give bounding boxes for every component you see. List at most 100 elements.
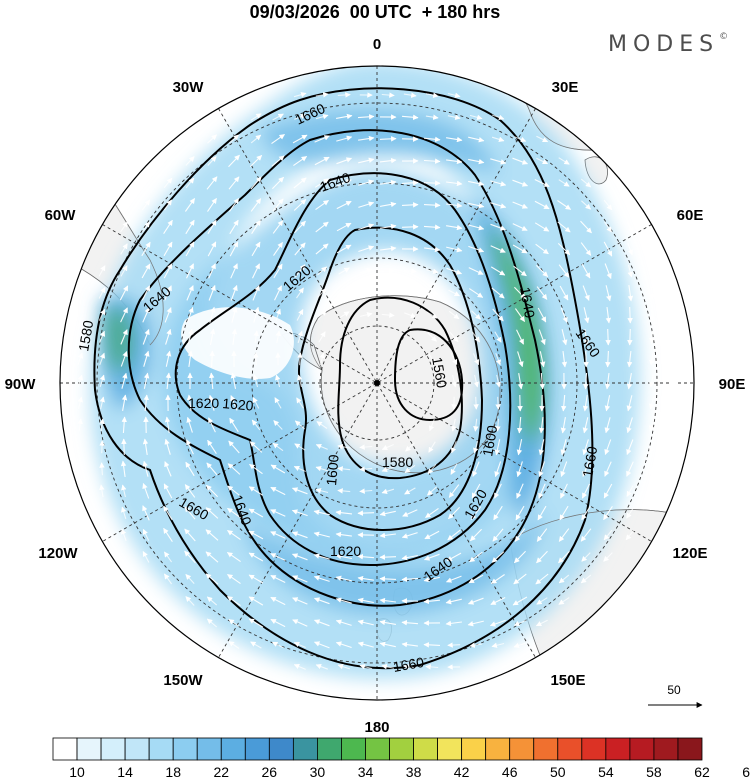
wind-arrow-icon <box>581 200 592 210</box>
wind-arrow-icon <box>251 219 261 235</box>
wind-arrow-icon <box>405 442 415 452</box>
wind-arrow-icon <box>228 197 240 212</box>
wind-arrow-icon <box>626 461 634 477</box>
wind-arrow-icon <box>401 180 419 186</box>
wind-arrow-icon <box>582 461 590 477</box>
wind-arrow-icon <box>184 550 196 564</box>
wind-arrow-icon <box>98 265 106 277</box>
wind-arrow-icon <box>495 396 501 410</box>
wind-arrow-icon <box>490 245 506 253</box>
wind-arrow-icon <box>605 307 612 324</box>
wind-arrow-icon <box>560 439 567 456</box>
wind-arrow-icon <box>273 420 283 430</box>
wind-arrow-icon <box>580 528 592 542</box>
wind-arrow-icon <box>604 395 611 412</box>
wind-arrow-icon <box>317 288 327 298</box>
wind-arrow-icon <box>649 330 655 344</box>
wind-arrow-icon <box>445 575 462 583</box>
wind-arrow-icon <box>251 419 261 431</box>
wind-arrow-icon <box>338 289 350 297</box>
colorbar-swatch <box>52 737 78 761</box>
wind-arrow-icon <box>671 374 677 388</box>
wind-arrow-icon <box>581 552 591 562</box>
wind-arrow-icon <box>99 396 105 410</box>
wind-arrow-icon <box>467 597 484 605</box>
wind-arrow-icon <box>490 223 507 231</box>
wind-arrow-icon <box>141 285 151 301</box>
wind-arrow-icon <box>402 509 418 517</box>
wind-arrow-icon <box>467 620 484 627</box>
wind-arrow-icon <box>336 244 352 254</box>
wind-arrow-icon <box>379 641 396 648</box>
wind-arrow-icon <box>494 483 502 499</box>
contour-label: 1640 <box>517 286 538 320</box>
colorbar-label: 10 <box>69 764 85 780</box>
wind-arrow-icon <box>603 483 613 499</box>
wind-arrow-icon <box>270 553 286 561</box>
colorbar-swatch <box>581 737 607 761</box>
wind-arrow-icon <box>248 530 264 540</box>
wind-arrow-icon <box>603 199 613 211</box>
wind-arrow-icon <box>185 177 195 189</box>
wind-arrow-icon <box>186 416 193 433</box>
wind-arrow-icon <box>495 353 502 366</box>
wind-arrow-icon <box>604 221 612 233</box>
wind-arrow-icon <box>184 198 196 212</box>
wind-arrow-icon <box>120 329 128 345</box>
wind-arrow-icon <box>448 484 460 498</box>
wind-arrow-icon <box>227 529 241 541</box>
wind-arrow-icon <box>250 198 262 212</box>
wind-arrow-icon <box>558 597 570 605</box>
wind-arrow-icon <box>648 441 655 454</box>
wind-arrow-icon <box>583 372 589 390</box>
wind-arrow-icon <box>469 551 483 563</box>
wind-arrow-icon <box>248 574 264 584</box>
wind-arrow-icon <box>336 179 352 187</box>
wind-arrow-icon <box>491 114 505 121</box>
colorbar-swatch <box>317 737 342 761</box>
wind-arrow-icon <box>248 552 264 562</box>
wind-arrow-icon <box>294 220 306 234</box>
wind-arrow-icon <box>514 550 526 564</box>
contour-label: 1580 <box>382 454 413 470</box>
wind-arrow-icon <box>228 176 240 190</box>
wind-arrow-icon <box>291 509 308 517</box>
wind-arrow-icon <box>359 290 373 296</box>
wind-arrow-icon <box>446 180 463 187</box>
wind-arrow-icon <box>185 156 195 166</box>
wind-arrow-icon <box>468 158 485 165</box>
wind-arrow-icon <box>468 574 484 584</box>
wind-arrow-icon <box>230 372 237 390</box>
wind-arrow-icon <box>121 484 127 498</box>
wind-arrow-icon <box>165 372 172 390</box>
colorbar-swatch <box>437 737 463 761</box>
wind-arrow-icon <box>252 397 260 409</box>
wind-arrow-icon <box>185 596 195 606</box>
wind-arrow-icon <box>294 113 307 120</box>
wind-arrow-icon <box>163 263 173 279</box>
wind-arrow-icon <box>603 529 613 541</box>
wind-arrow-icon <box>448 506 460 520</box>
wind-arrow-icon <box>516 483 524 499</box>
wind-arrow-icon <box>627 285 634 302</box>
wind-arrow-icon <box>120 307 128 323</box>
lon-label-120e: 120E <box>672 545 707 562</box>
wind-arrow-icon <box>603 552 613 562</box>
wind-arrow-icon <box>626 373 633 390</box>
wind-arrow-icon <box>560 461 568 478</box>
wind-arrow-icon <box>649 286 655 300</box>
wind-arrow-icon <box>315 466 329 472</box>
wind-arrow-icon <box>649 264 655 278</box>
wind-arrow-icon <box>252 263 260 279</box>
wind-arrow-icon <box>227 485 241 497</box>
wind-arrow-icon <box>163 573 173 585</box>
wind-arrow-icon <box>272 198 284 212</box>
colorbar-label: 18 <box>165 764 181 780</box>
wind-arrow-icon <box>120 460 127 477</box>
wind-arrow-icon <box>626 221 634 233</box>
madagascar-land <box>584 156 608 185</box>
wind-arrow-icon <box>184 528 196 542</box>
wind-arrow-icon <box>186 439 194 455</box>
colorbar-swatch <box>268 737 294 761</box>
